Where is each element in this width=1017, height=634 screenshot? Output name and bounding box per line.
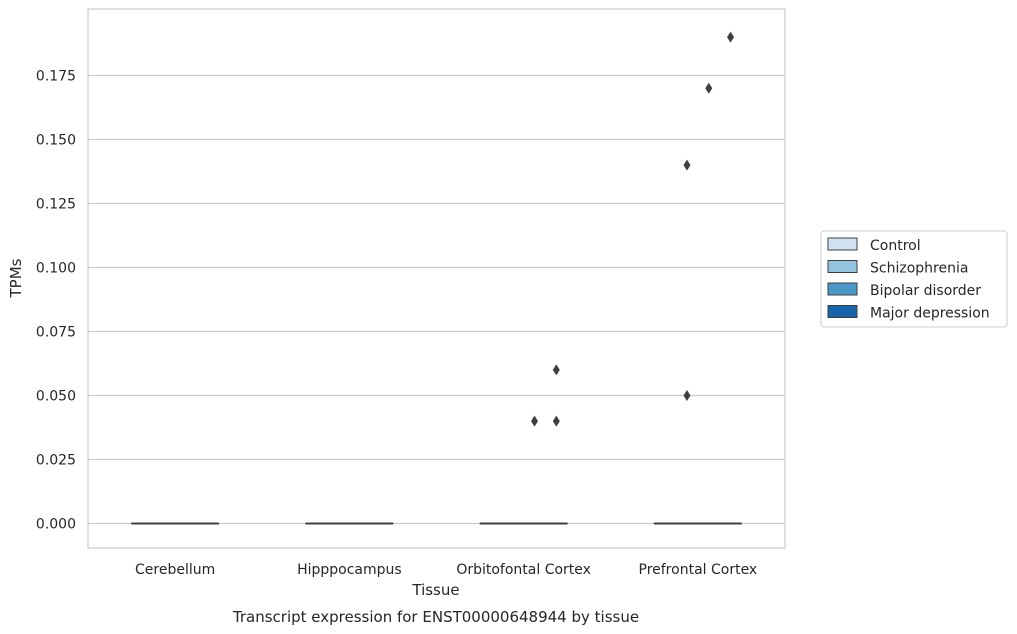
x-axis-ticks: Cerebellum Hipppocampus Orbitofontal Corte… xyxy=(135,562,757,578)
outlier-point xyxy=(727,31,735,43)
outlier-point xyxy=(683,159,691,171)
y-tick-label: 0.150 xyxy=(36,133,76,149)
legend-swatch xyxy=(827,260,858,273)
outlier-points xyxy=(531,31,735,427)
y-tick-label: 0.050 xyxy=(36,389,76,405)
x-tick-label: Prefrontal Cortex xyxy=(639,562,758,578)
outlier-point xyxy=(531,415,539,427)
y-tick-label: 0.025 xyxy=(36,453,76,469)
y-tick-label: 0.175 xyxy=(36,69,76,85)
legend-swatch xyxy=(827,282,858,296)
y-tick-label: 0.000 xyxy=(36,517,76,533)
legend-label: Control xyxy=(870,238,921,254)
plot-area-frame xyxy=(87,8,786,549)
x-tick-label: Cerebellum xyxy=(135,562,215,578)
legend-label: Bipolar disorder xyxy=(870,283,981,299)
y-tick-label: 0.075 xyxy=(36,325,76,341)
y-axis-ticks: 0.000 0.025 0.050 0.075 0.100 0.125 0.150 0.175 xyxy=(36,69,76,533)
legend-label: Schizophrenia xyxy=(870,261,968,277)
outlier-point xyxy=(552,415,560,427)
outlier-point xyxy=(552,364,560,376)
y-axis-label: TPMs xyxy=(7,258,25,298)
x-tick-label: Hipppocampus xyxy=(297,562,402,578)
x-tick-label: Orbitofontal Cortex xyxy=(456,562,591,578)
legend-label: Major depression xyxy=(870,306,990,322)
legend-swatch xyxy=(827,237,858,251)
outlier-point xyxy=(705,82,713,94)
y-tick-label: 0.125 xyxy=(36,197,76,213)
legend-swatch xyxy=(827,305,858,318)
grid-lines xyxy=(88,74,785,525)
legend-frame xyxy=(820,230,1008,328)
outlier-point xyxy=(683,390,691,401)
legend: Control Schizophrenia Bipolar disorder Majo… xyxy=(820,230,1008,328)
chart-caption: Transcript expression for ENST0000064894… xyxy=(232,608,639,626)
y-tick-label: 0.100 xyxy=(36,261,76,277)
x-axis-label: Tissue xyxy=(411,581,459,599)
